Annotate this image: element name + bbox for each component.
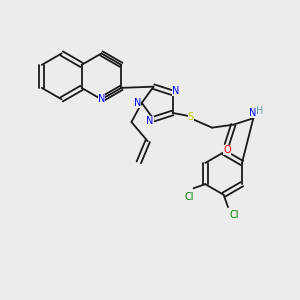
Text: N: N [172, 86, 180, 96]
Text: N: N [98, 94, 105, 104]
Text: S: S [188, 112, 194, 122]
Text: O: O [223, 145, 231, 155]
Text: N: N [134, 98, 141, 108]
Text: H: H [256, 106, 264, 116]
Text: N: N [146, 116, 154, 126]
Text: Cl: Cl [229, 210, 239, 220]
Text: Cl: Cl [184, 191, 194, 202]
Text: N: N [249, 108, 256, 118]
